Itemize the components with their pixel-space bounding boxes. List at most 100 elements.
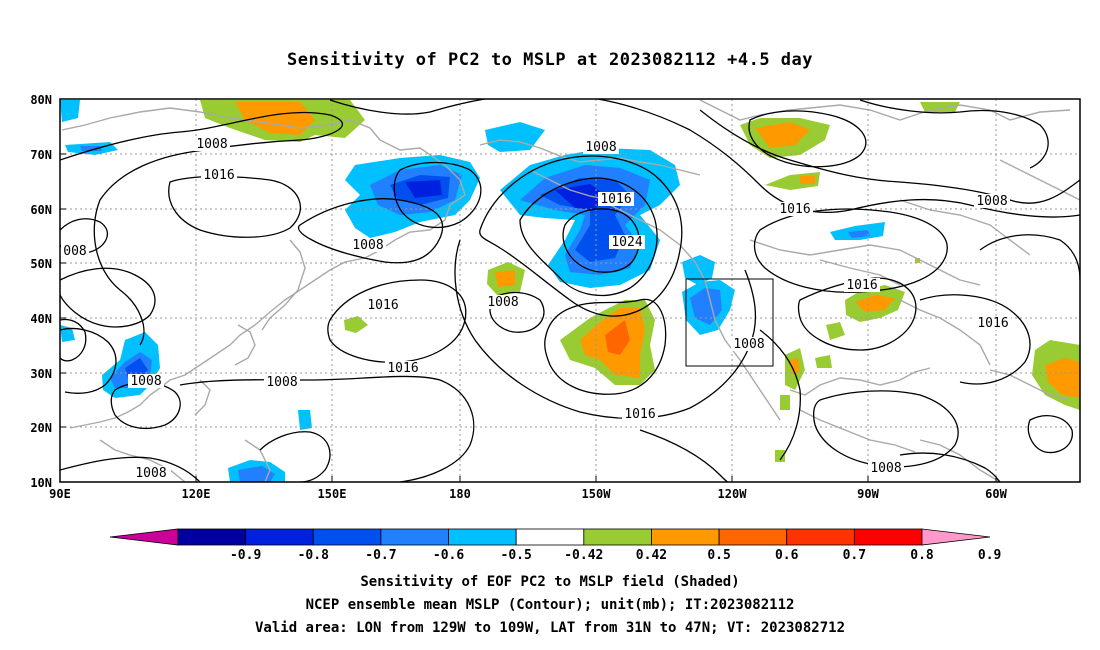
shade-negative <box>60 100 80 122</box>
shade-negative <box>80 146 102 151</box>
contour-label-bg <box>731 337 767 351</box>
shade-negative <box>298 410 312 430</box>
shade-positive <box>790 358 800 374</box>
colorbar-label: -0.5 <box>501 548 532 563</box>
longitude-labels: 90E 120E 150E 180 150W 120W 90W 60W <box>49 487 1007 501</box>
colorbar-swatch <box>583 528 652 546</box>
contour-label-bg <box>609 235 645 249</box>
caption-line-2: NCEP ensemble mean MSLP (Contour); unit(… <box>305 597 795 613</box>
shade-positive <box>344 316 368 333</box>
shade-negative <box>848 230 870 238</box>
lat-label: 50N <box>30 257 52 271</box>
contour-label-bg <box>622 407 658 421</box>
colorbar-label: 0.7 <box>843 548 866 563</box>
lat-label: 20N <box>30 421 52 435</box>
contour-labels: 1008 1016 008 1008 1008 1008 1016 1016 1008 1008 1… <box>61 137 1011 481</box>
shade-negative <box>405 180 442 198</box>
contour-label: 1016 <box>846 278 877 293</box>
lat-label: 70N <box>30 148 52 162</box>
colorbar-label: 0.5 <box>707 548 730 563</box>
colorbar-end-right <box>921 528 991 546</box>
colorbar-swatch <box>380 528 449 546</box>
colorbar-label: 0.42 <box>636 548 667 563</box>
contour-label: 1016 <box>387 361 418 376</box>
contour-label: 1008 <box>733 337 764 352</box>
colorbar-swatch <box>515 528 585 546</box>
caption-line-3: Valid area: LON from 129W to 109W, LAT f… <box>254 620 845 636</box>
shade-positive <box>495 270 515 287</box>
shade-negative <box>555 184 605 210</box>
gridlines <box>60 99 1080 482</box>
contour-label-bg <box>201 168 237 182</box>
colorbar-label: -0.7 <box>365 548 396 563</box>
contour-label-bg <box>194 137 230 151</box>
shade-positive <box>1045 358 1080 398</box>
lon-label: 180 <box>449 487 471 501</box>
shade-positive <box>920 102 960 112</box>
lon-label: 60W <box>985 487 1007 501</box>
colorbar-label: -0.42 <box>564 548 603 563</box>
contour-label: 1016 <box>624 407 655 422</box>
shade-positive <box>826 322 845 340</box>
colorbar-swatch <box>177 528 247 546</box>
contour-label: 1016 <box>779 202 810 217</box>
contour-label: 1016 <box>977 316 1008 331</box>
shade-positive <box>755 122 810 148</box>
contour-label-bg <box>844 278 880 292</box>
contour-label-bg <box>264 375 300 389</box>
lat-label: 30N <box>30 367 52 381</box>
contour-label: 1008 <box>266 375 297 390</box>
shade-positive <box>800 176 815 184</box>
contour-label: 1008 <box>487 295 518 310</box>
shade-positive <box>855 295 895 312</box>
colorbar-swatch <box>312 528 382 546</box>
contour-label: 1008 <box>135 466 166 481</box>
shade-positive <box>775 450 785 462</box>
caption-line-1: Sensitivity of EOF PC2 to MSLP field (Sh… <box>360 574 740 590</box>
mslp-contours <box>60 99 1080 482</box>
lon-label: 150W <box>582 487 612 501</box>
colorbar-label: -0.9 <box>230 548 261 563</box>
lat-label: 10N <box>30 476 52 490</box>
contour-label: 1008 <box>130 374 161 389</box>
colorbar-label: 0.9 <box>978 548 1001 563</box>
lon-label: 120W <box>718 487 748 501</box>
colorbar: -0.9 -0.8 -0.7 -0.6 -0.5 -0.42 0.42 0.5 0.6 0.7 0.… <box>109 528 1001 563</box>
contour-label: 1008 <box>352 238 383 253</box>
contour-label: 1016 <box>600 192 631 207</box>
contour-label-bg <box>868 461 904 475</box>
shade-negative <box>238 466 275 482</box>
contour-label-bg <box>61 244 89 258</box>
figure-title: Sensitivity of PC2 to MSLP at 2023082112… <box>286 50 813 70</box>
map-frame <box>59 98 1081 483</box>
colorbar-swatch <box>651 528 720 546</box>
colorbar-swatch <box>245 528 314 546</box>
colorbar-swatch <box>718 528 788 546</box>
contour-label: 1008 <box>196 137 227 152</box>
colorbar-end-left <box>109 528 179 546</box>
lon-label: 120E <box>182 487 211 501</box>
axis-ticks <box>59 98 997 483</box>
contour-label: 1008 <box>976 194 1007 209</box>
contour-label-bg <box>598 192 634 206</box>
contour-label: 1008 <box>585 140 616 155</box>
contour-label-bg <box>350 238 386 252</box>
contour-label: 008 <box>63 244 86 259</box>
contour-label: 1008 <box>870 461 901 476</box>
contour-label: 1016 <box>367 298 398 313</box>
colorbar-label: 0.6 <box>775 548 799 563</box>
lat-label: 80N <box>30 93 52 107</box>
valid-area-box <box>685 278 774 367</box>
colorbar-swatch <box>448 528 517 546</box>
latitude-labels: 80N 70N 60N 50N 40N 30N 20N 10N <box>30 93 52 490</box>
lon-label: 90W <box>857 487 879 501</box>
contour-label: 1016 <box>203 168 234 183</box>
colorbar-label: -0.8 <box>298 548 329 563</box>
contour-label-bg <box>128 374 164 388</box>
colorbar-label: 0.8 <box>910 548 934 563</box>
colorbar-swatch <box>853 528 923 546</box>
contour-label-bg <box>365 298 401 312</box>
lat-label: 40N <box>30 312 52 326</box>
contour-label-bg <box>485 295 521 309</box>
contour-label-bg <box>385 361 421 375</box>
